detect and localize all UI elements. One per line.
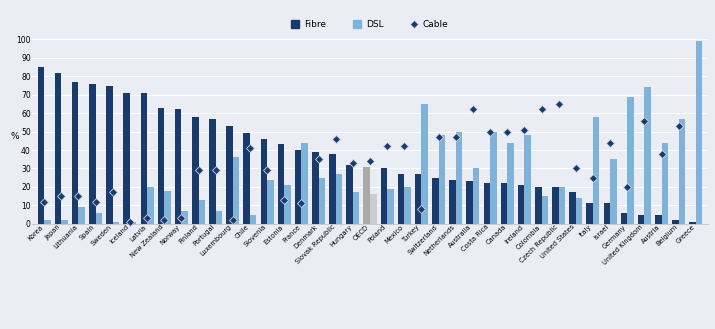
Bar (415, 174, 421, 224)
Bar (404, 187, 411, 224)
Bar (346, 165, 353, 224)
Bar (483, 183, 490, 224)
Bar (96, 213, 102, 224)
Bar (586, 203, 593, 224)
Bar (421, 104, 428, 224)
Bar (576, 198, 582, 224)
Bar (518, 185, 524, 224)
Bar (569, 192, 576, 224)
Bar (199, 200, 205, 224)
Bar (285, 185, 291, 224)
Bar (455, 132, 463, 224)
Bar (449, 180, 455, 224)
Bar (363, 166, 370, 224)
Bar (370, 194, 377, 224)
Bar (398, 174, 404, 224)
Bar (507, 143, 513, 224)
Bar (79, 207, 85, 224)
Bar (593, 117, 599, 224)
Legend: Fibre, DSL, Cable: Fibre, DSL, Cable (291, 20, 449, 29)
Bar (696, 41, 702, 224)
Bar (627, 97, 633, 224)
Bar (158, 108, 164, 224)
Bar (38, 67, 44, 224)
Bar (243, 134, 250, 224)
Bar (466, 181, 473, 224)
Bar (380, 168, 387, 224)
Bar (558, 187, 565, 224)
Bar (603, 203, 610, 224)
Bar (89, 84, 96, 224)
Bar (227, 126, 233, 224)
Bar (473, 168, 480, 224)
Bar (672, 220, 679, 224)
Bar (500, 183, 507, 224)
Bar (182, 211, 188, 224)
Bar (209, 119, 216, 224)
Bar (524, 135, 531, 224)
Bar (329, 154, 336, 224)
Bar (175, 110, 182, 224)
Bar (644, 88, 651, 224)
Bar (689, 222, 696, 224)
Bar (661, 143, 668, 224)
Bar (61, 220, 68, 224)
Bar (147, 187, 154, 224)
Bar (130, 222, 137, 224)
Bar (107, 86, 113, 224)
Bar (233, 157, 240, 224)
Bar (541, 196, 548, 224)
Bar (621, 213, 627, 224)
Bar (267, 180, 274, 224)
Bar (312, 152, 319, 224)
Bar (679, 119, 685, 224)
Bar (387, 189, 394, 224)
Bar (44, 220, 51, 224)
Bar (535, 187, 541, 224)
Bar (141, 93, 147, 224)
Bar (216, 211, 222, 224)
Bar (336, 174, 342, 224)
Bar (277, 144, 285, 224)
Bar (638, 215, 644, 224)
Bar (192, 117, 199, 224)
Bar (124, 93, 130, 224)
Bar (302, 143, 308, 224)
Y-axis label: %: % (11, 132, 19, 140)
Bar (250, 215, 257, 224)
Bar (164, 190, 171, 224)
Bar (319, 178, 325, 224)
Bar (113, 222, 119, 224)
Bar (55, 73, 61, 224)
Bar (353, 192, 360, 224)
Bar (552, 187, 558, 224)
Bar (610, 159, 616, 224)
Bar (655, 215, 661, 224)
Bar (438, 135, 445, 224)
Bar (490, 132, 497, 224)
Bar (72, 82, 79, 224)
Bar (260, 139, 267, 224)
Bar (295, 150, 302, 224)
Bar (432, 178, 438, 224)
